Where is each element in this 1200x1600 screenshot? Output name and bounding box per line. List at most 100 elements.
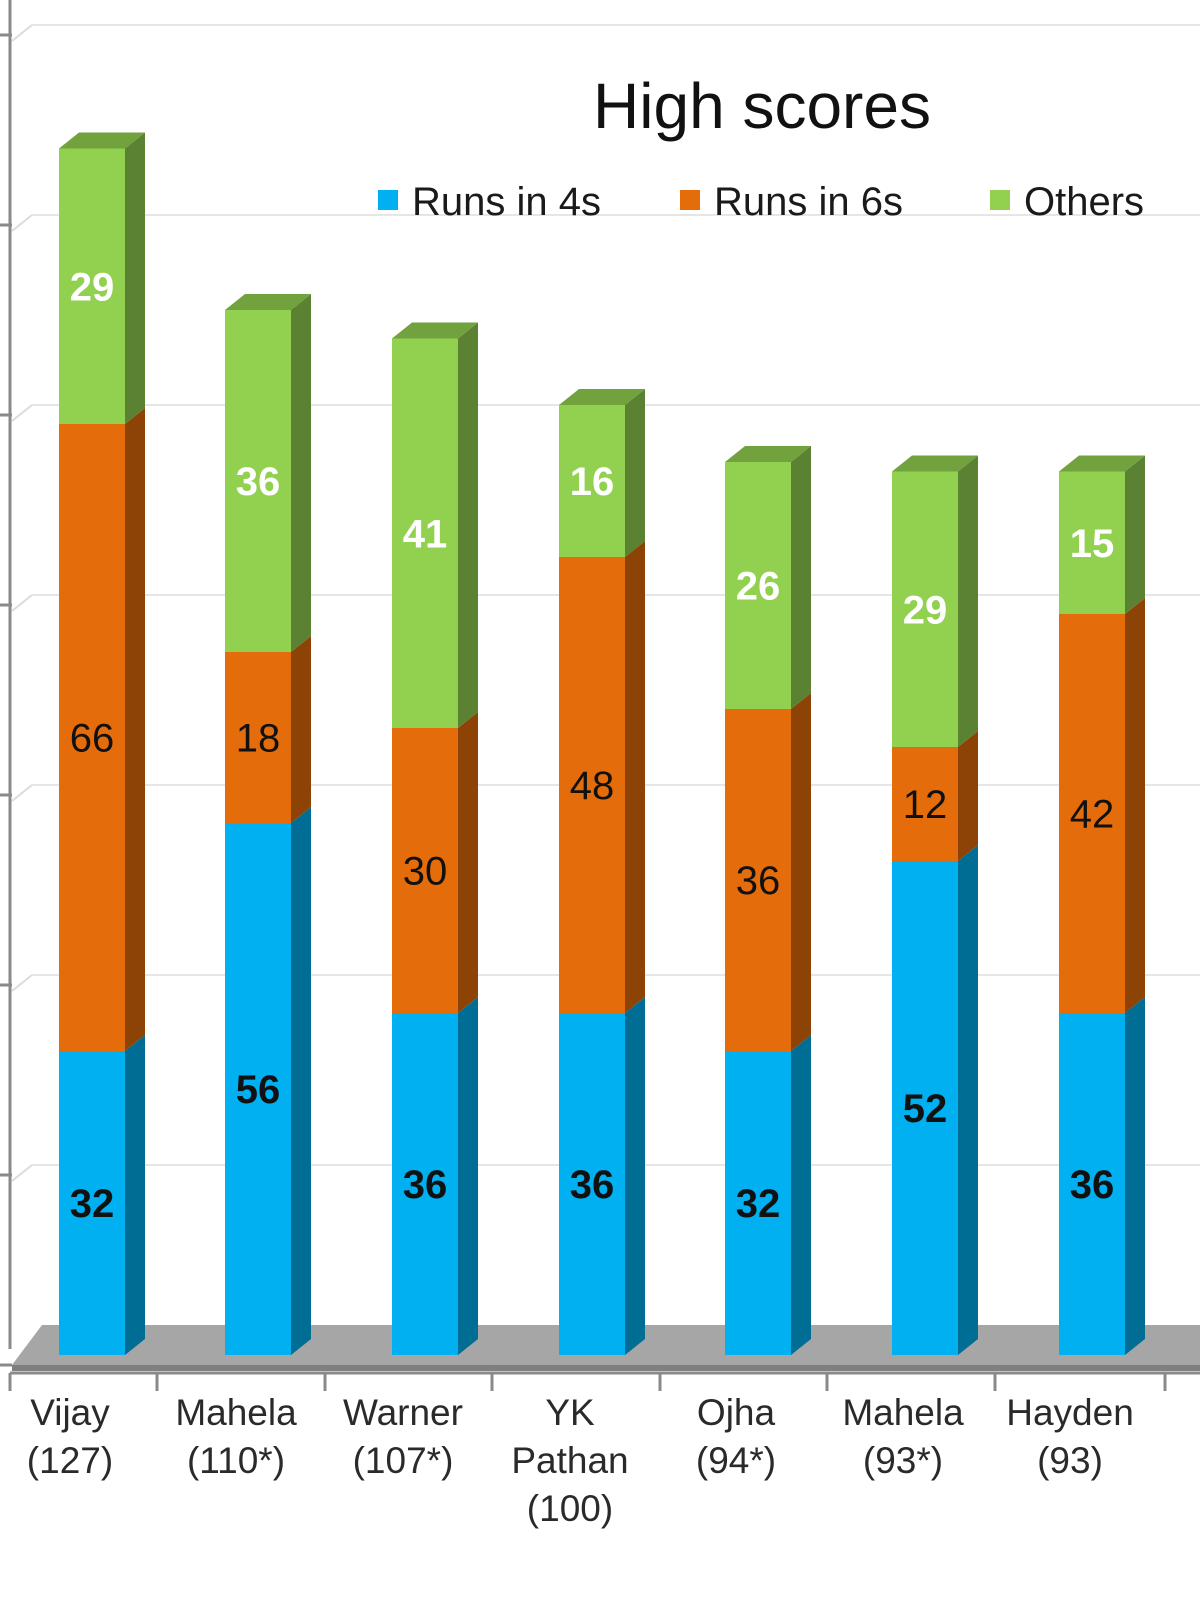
bar-segment: 30 <box>392 712 478 1013</box>
bar-stack: 52 12 29 <box>892 455 978 1355</box>
data-label: 36 <box>1070 1163 1115 1207</box>
bar-side <box>125 1035 145 1355</box>
bar-side <box>458 712 478 1013</box>
bar-side <box>458 322 478 728</box>
bar-side <box>291 294 311 652</box>
bar-segment: 18 <box>225 636 311 823</box>
bar-side <box>625 541 645 1013</box>
bar-stack: 56 18 36 <box>225 294 311 1355</box>
bar-side <box>958 845 978 1355</box>
bar-front <box>59 148 125 424</box>
legend-swatch <box>990 190 1010 210</box>
gridline <box>11 974 33 992</box>
category-label: Vijay (127) <box>27 1392 113 1481</box>
bar-side <box>125 408 145 1051</box>
data-label: 42 <box>1070 793 1115 837</box>
bar-stack: 32 66 29 <box>59 132 145 1355</box>
bar-segment: 36 <box>392 997 478 1355</box>
data-label: 41 <box>403 512 448 556</box>
category-axis: Vijay (127) Mahela (110*) Warner (107*) YK Path… <box>8 1373 1167 1529</box>
data-label: 12 <box>903 783 948 827</box>
bar-front <box>559 1013 625 1355</box>
bar-side <box>1125 455 1145 614</box>
bar-front <box>225 310 291 652</box>
data-label: 29 <box>70 265 115 309</box>
category-label: Ojha (94*) <box>696 1392 776 1481</box>
bar-front <box>725 462 791 709</box>
data-label: 18 <box>236 717 281 761</box>
bars: 32 66 29 56 18 36 36 30 41 36 48 16 32 36 26 52 12 29 36 42… <box>59 132 1145 1355</box>
bar-side <box>791 693 811 1051</box>
bar-front <box>559 557 625 1013</box>
bar-side <box>625 997 645 1355</box>
data-label: 56 <box>236 1068 281 1112</box>
bar-segment: 66 <box>59 408 145 1051</box>
data-label: 32 <box>70 1182 115 1226</box>
gridline <box>11 404 33 422</box>
data-label: 36 <box>570 1163 615 1207</box>
data-label: 36 <box>236 460 281 504</box>
bar-front <box>392 1013 458 1355</box>
bar-segment: 32 <box>59 1035 145 1355</box>
bar-segment: 29 <box>59 132 145 424</box>
legend-item: Runs in 4s <box>378 180 601 224</box>
bar-segment: 48 <box>559 541 645 1013</box>
data-label: 48 <box>570 764 615 808</box>
bar-top <box>725 446 811 462</box>
legend-label: Runs in 4s <box>412 180 601 224</box>
bar-top <box>559 389 645 405</box>
bar-front <box>725 709 791 1051</box>
data-label: 16 <box>570 460 615 504</box>
bar-top <box>1059 455 1145 472</box>
bar-stack: 32 36 26 <box>725 446 811 1355</box>
bar-segment: 42 <box>1059 598 1145 1013</box>
data-label: 52 <box>903 1087 948 1131</box>
bar-front <box>59 1051 125 1355</box>
bar-front <box>892 747 958 861</box>
bar-segment: 56 <box>225 807 311 1355</box>
legend-label: Runs in 6s <box>714 180 903 224</box>
bar-segment: 36 <box>225 294 311 652</box>
gridline <box>11 594 33 612</box>
floor-front <box>12 1365 1200 1371</box>
bar-segment: 52 <box>892 845 978 1355</box>
bar-front <box>392 338 458 728</box>
bar-segment: 32 <box>725 1035 811 1355</box>
legend-swatch <box>378 190 398 210</box>
bar-side <box>291 807 311 1355</box>
legend-label: Others <box>1024 180 1144 224</box>
data-label: 32 <box>736 1182 781 1226</box>
bar-front <box>892 861 958 1355</box>
data-label: 26 <box>736 565 781 609</box>
bar-segment: 41 <box>392 322 478 728</box>
bar-segment: 12 <box>892 731 978 861</box>
bar-side <box>791 1035 811 1355</box>
bar-side <box>1125 997 1145 1355</box>
bar-front <box>559 405 625 557</box>
bar-front <box>59 424 125 1051</box>
category-label: YK Pathan (100) <box>511 1392 628 1529</box>
data-label: 15 <box>1070 522 1115 566</box>
gridline <box>11 1164 33 1182</box>
legend-item: Runs in 6s <box>680 180 903 224</box>
gridline <box>11 214 33 232</box>
bar-segment: 36 <box>725 693 811 1051</box>
bar-side <box>1125 598 1145 1013</box>
bar-side <box>791 446 811 709</box>
gridline <box>11 24 33 42</box>
bar-stack: 36 48 16 <box>559 389 645 1355</box>
bar-segment: 36 <box>1059 997 1145 1355</box>
bar-side <box>625 389 645 557</box>
bar-segment: 26 <box>725 446 811 709</box>
bar-front <box>725 1051 791 1355</box>
data-label: 36 <box>403 1163 448 1207</box>
category-label: Warner (107*) <box>343 1392 463 1481</box>
legend-item: Others <box>990 180 1144 224</box>
data-label: 66 <box>70 717 115 761</box>
bar-front <box>892 471 958 747</box>
legend-swatch <box>680 190 700 210</box>
data-label: 30 <box>403 850 448 894</box>
bar-front <box>225 652 291 823</box>
bar-top <box>892 455 978 472</box>
